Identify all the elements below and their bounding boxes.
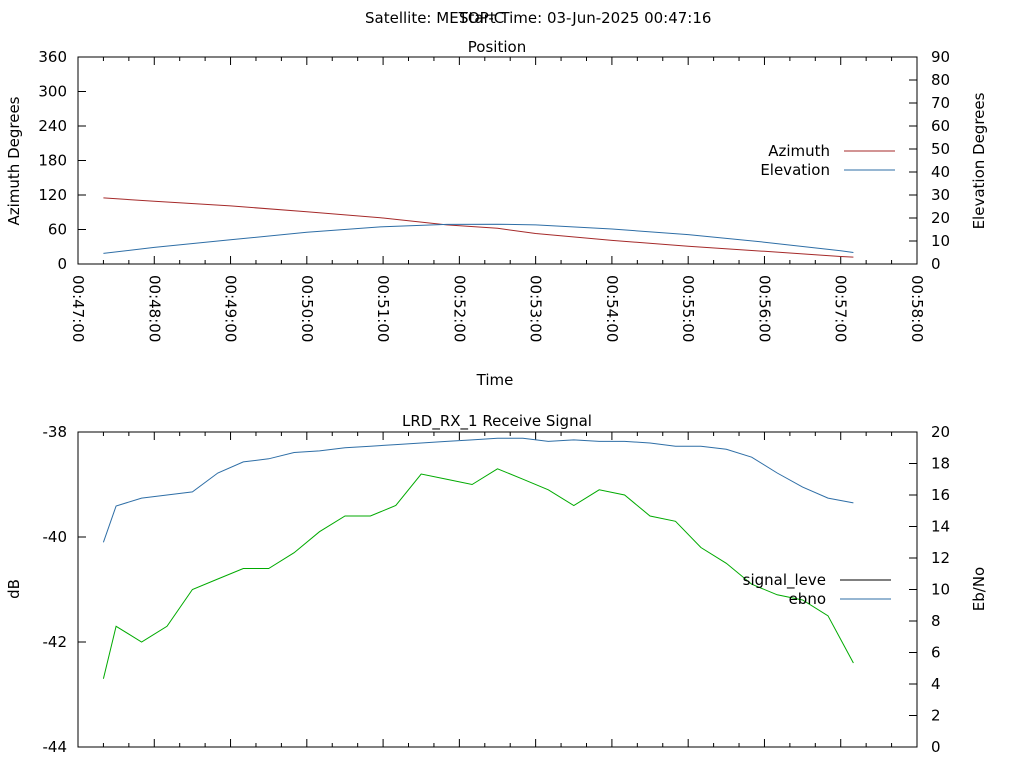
right-tick-label: 18 [931,455,950,473]
right-tick-label: 10 [931,581,950,599]
right-tick-label: 12 [931,549,950,567]
right-tick-label: 2 [931,707,941,725]
right-tick-label: 40 [931,163,950,181]
x-tick-label: 00:58:00 [908,275,926,342]
right-tick-label: 16 [931,486,950,504]
right-tick-label: 10 [931,232,950,250]
right-tick-label: 90 [931,48,950,66]
right-tick-label: 20 [931,423,950,441]
left-tick-label: 360 [38,48,67,66]
azimuth-axis-label: Azimuth Degrees [5,96,23,225]
x-tick-label: 00:50:00 [298,275,316,342]
position-ticks: 0 60 120 180 240 300 360 0 10 20 30 40 50 60 70 80 90 00:… [38,48,950,342]
right-tick-label: 6 [931,644,941,662]
receive-series [102,437,854,679]
right-tick-label: 14 [931,518,950,536]
x-tick-label: 00:52:00 [450,275,468,342]
left-tick-label: 0 [57,255,67,273]
elevation-axis-label: Elevation Degrees [970,92,988,229]
x-tick-label: 00:56:00 [755,275,773,342]
left-tick-label: 60 [48,221,67,239]
right-tick-label: 8 [931,612,941,630]
left-tick-label: -44 [43,738,68,756]
legend-label-azimuth: Azimuth [768,142,830,160]
left-tick-label: 120 [38,186,67,204]
position-chart: Position 0 60 120 180 240 300 360 0 10 20 30 40 50 60… [5,38,988,389]
left-tick-label: 240 [38,117,67,135]
legend-label-signal-leve: signal_leve [743,571,826,590]
right-tick-label: 4 [931,675,941,693]
x-tick-label: 00:49:00 [222,275,240,342]
satellite-label: Satellite: METOP-C [365,9,504,27]
series-elevation-line [103,223,854,254]
right-tick-label: 80 [931,71,950,89]
right-tick-label: 50 [931,140,950,158]
receive-signal-chart: LRD_RX_1 Receive Signal -44 -42 -40 -38 0 2 4 6… [5,412,988,756]
x-tick-label: 00:57:00 [832,275,850,342]
right-tick-label: 60 [931,117,950,135]
db-axis-label: dB [5,579,23,599]
x-tick-label: 00:47:00 [69,275,87,342]
position-series [103,197,854,258]
right-tick-label: 20 [931,209,950,227]
series-azimuth-line [103,197,854,258]
x-tick-label: 00:53:00 [527,275,545,342]
time-axis-label: Time [476,371,514,389]
left-tick-label: 300 [38,83,67,101]
receive-ticks: -44 -42 -40 -38 0 2 4 6 8 10 12 14 16 18 20 [43,423,951,756]
x-tick-label: 00:54:00 [603,275,621,342]
right-tick-label: 30 [931,186,950,204]
series-ebno-line [102,437,854,543]
legend-label-elevation: Elevation [760,161,830,179]
left-tick-label: -40 [43,528,68,546]
right-tick-label: 70 [931,94,950,112]
legend-label-ebno: ebno [789,590,826,608]
left-tick-label: 180 [38,152,67,170]
x-tick-label: 00:48:00 [145,275,163,342]
x-tick-label: 00:55:00 [679,275,697,342]
ebno-axis-label: Eb/No [970,567,988,611]
position-chart-title: Position [468,38,526,56]
right-tick-label: 0 [931,255,941,273]
left-tick-label: -42 [43,633,68,651]
right-tick-label: 0 [931,738,941,756]
series-signal-leve-line [102,468,854,679]
start-time-label: Start Time: 03-Jun-2025 00:47:16 [459,9,711,27]
left-tick-label: -38 [43,423,68,441]
receive-chart-title: LRD_RX_1 Receive Signal [402,412,592,431]
x-tick-label: 00:51:00 [374,275,392,342]
